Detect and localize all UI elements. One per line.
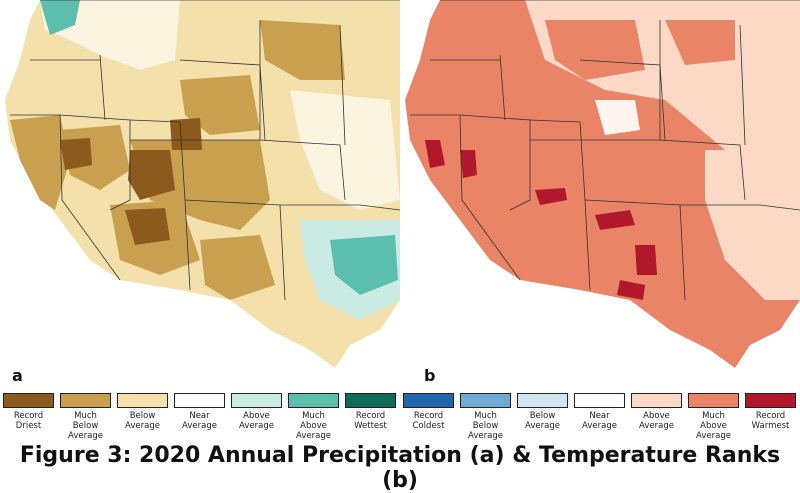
legend-item-near-precip: Near Average <box>171 393 228 431</box>
temperature-map-svg <box>405 0 800 368</box>
figure-caption: Figure 3: 2020 Annual Precipitation (a) … <box>19 443 781 493</box>
much-below-new-mexico <box>200 235 275 300</box>
legend-item-much-above-precip: Much Above Average <box>285 393 342 441</box>
near-average-patch <box>595 100 640 135</box>
record-driest-colorado <box>170 118 202 150</box>
record-warmest-arizona <box>535 188 567 205</box>
legend-item-below-temp: Below Average <box>514 393 571 431</box>
legend-swatch <box>345 393 396 408</box>
legend-item-much-below-precip: Much Below Average <box>57 393 114 441</box>
legend-label: Record Driest <box>13 411 44 431</box>
legend-swatch <box>3 393 54 408</box>
legend-label: Near Average <box>582 411 617 431</box>
legend-label: Much Below Average <box>468 411 503 441</box>
legend-swatch <box>288 393 339 408</box>
record-driest-utah <box>128 150 175 200</box>
record-driest-nevada <box>60 138 92 170</box>
legend-swatch <box>231 393 282 408</box>
record-warmest-new-mexico <box>595 210 635 230</box>
legend-swatch <box>174 393 225 408</box>
legend-label: Below Average <box>525 411 560 431</box>
temperature-map <box>405 0 800 368</box>
near-average-zone-east <box>290 90 400 210</box>
legend: Record Driest Much Below Average Below A… <box>0 393 800 445</box>
much-above-texas <box>330 235 398 295</box>
record-warmest-new-mexico-south <box>635 245 657 275</box>
legend-item-record-wettest: Record Wettest <box>342 393 399 431</box>
legend-label: Record Coldest <box>412 411 445 431</box>
legend-item-record-driest: Record Driest <box>0 393 57 431</box>
legend-swatch <box>631 393 682 408</box>
legend-item-much-above-temp: Much Above Average <box>685 393 742 441</box>
legend-item-much-below-temp: Much Below Average <box>457 393 514 441</box>
state-boundaries-a <box>10 0 400 301</box>
much-below-california <box>10 115 70 210</box>
above-average-east <box>705 150 800 300</box>
panel-label-b: b <box>424 366 436 385</box>
legend-swatch <box>688 393 739 408</box>
legend-swatch <box>517 393 568 408</box>
legend-label: Above Average <box>239 411 274 431</box>
legend-swatch <box>745 393 796 408</box>
legend-item-near-temp: Near Average <box>571 393 628 431</box>
legend-swatch <box>117 393 168 408</box>
legend-label: Much Above Average <box>696 411 731 441</box>
precipitation-map <box>0 0 400 368</box>
record-driest-arizona <box>125 208 170 245</box>
panel-label-a: a <box>12 366 23 385</box>
legend-label: Much Above Average <box>296 411 331 441</box>
much-above-montana <box>545 20 645 80</box>
record-warmest-border <box>617 280 645 300</box>
legend-label: Record Wettest <box>354 411 387 431</box>
legend-swatch <box>403 393 454 408</box>
much-above-dakota <box>665 20 735 65</box>
legend-item-record-coldest: Record Coldest <box>400 393 457 431</box>
legend-swatch <box>460 393 511 408</box>
much-above-washington <box>40 0 80 35</box>
legend-label: Record Warmest <box>751 411 790 431</box>
legend-item-above-temp: Above Average <box>628 393 685 431</box>
legend-item-above-precip: Above Average <box>228 393 285 431</box>
record-warmest-california <box>425 140 445 168</box>
legend-swatch <box>574 393 625 408</box>
much-below-dakotas <box>260 20 345 80</box>
legend-swatch <box>60 393 111 408</box>
legend-label: Above Average <box>639 411 674 431</box>
legend-item-record-warmest: Record Warmest <box>742 393 799 431</box>
record-warmest-nevada <box>460 150 477 178</box>
legend-label: Below Average <box>125 411 160 431</box>
legend-item-below-precip: Below Average <box>114 393 171 431</box>
state-boundaries-b <box>410 0 800 301</box>
legend-label: Near Average <box>182 411 217 431</box>
precipitation-map-svg <box>5 0 400 368</box>
legend-label: Much Below Average <box>68 411 103 441</box>
